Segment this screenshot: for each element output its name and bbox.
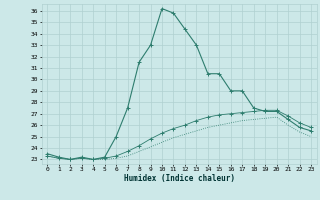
X-axis label: Humidex (Indice chaleur): Humidex (Indice chaleur): [124, 174, 235, 183]
